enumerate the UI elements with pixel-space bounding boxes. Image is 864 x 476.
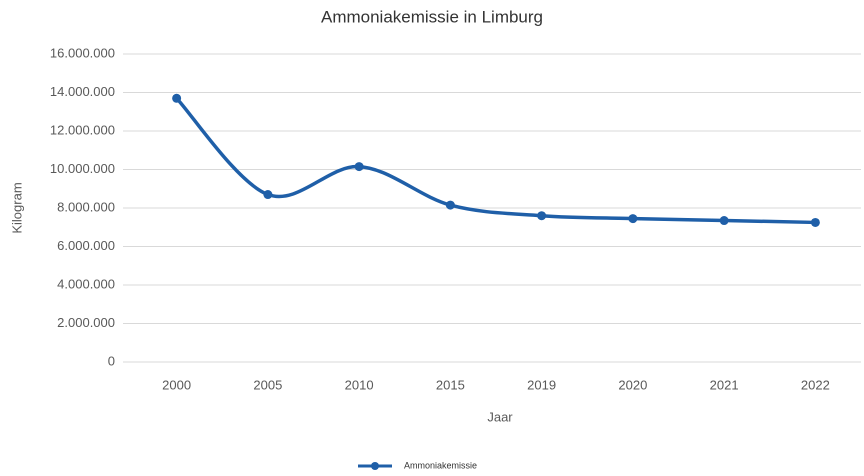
x-tick-label: 2021	[710, 377, 739, 392]
y-tick-label: 12.000.000	[50, 122, 115, 137]
x-tick-label: 2000	[162, 377, 191, 392]
x-tick-label: 2005	[253, 377, 282, 392]
x-tick-label: 2022	[801, 377, 830, 392]
x-tick-label: 2015	[436, 377, 465, 392]
y-tick-label: 0	[108, 353, 115, 368]
data-point	[719, 216, 729, 226]
data-point	[537, 211, 547, 221]
data-point	[445, 200, 455, 210]
x-tick-label: 2020	[618, 377, 647, 392]
series-line	[175, 97, 816, 225]
data-point	[628, 214, 638, 224]
legend-marker	[371, 462, 379, 470]
x-axis-title: Jaar	[487, 409, 513, 424]
y-tick-label: 14.000.000	[50, 84, 115, 99]
y-tick-label: 8.000.000	[57, 199, 115, 214]
y-axis-title: Kilogram	[9, 182, 24, 233]
legend-label: Ammoniakemissie	[404, 460, 477, 470]
y-tick-label: 10.000.000	[50, 161, 115, 176]
y-tick-label: 4.000.000	[57, 276, 115, 291]
x-tick-label: 2010	[345, 377, 374, 392]
data-point	[354, 162, 364, 172]
data-point	[172, 93, 182, 103]
data-point	[810, 217, 820, 227]
y-tick-label: 6.000.000	[57, 238, 115, 253]
x-tick-label: 2019	[527, 377, 556, 392]
data-point	[263, 190, 273, 200]
chart-title: Ammoniakemissie in Limburg	[321, 7, 543, 26]
y-tick-label: 2.000.000	[57, 315, 115, 330]
y-tick-label: 16.000.000	[50, 45, 115, 60]
